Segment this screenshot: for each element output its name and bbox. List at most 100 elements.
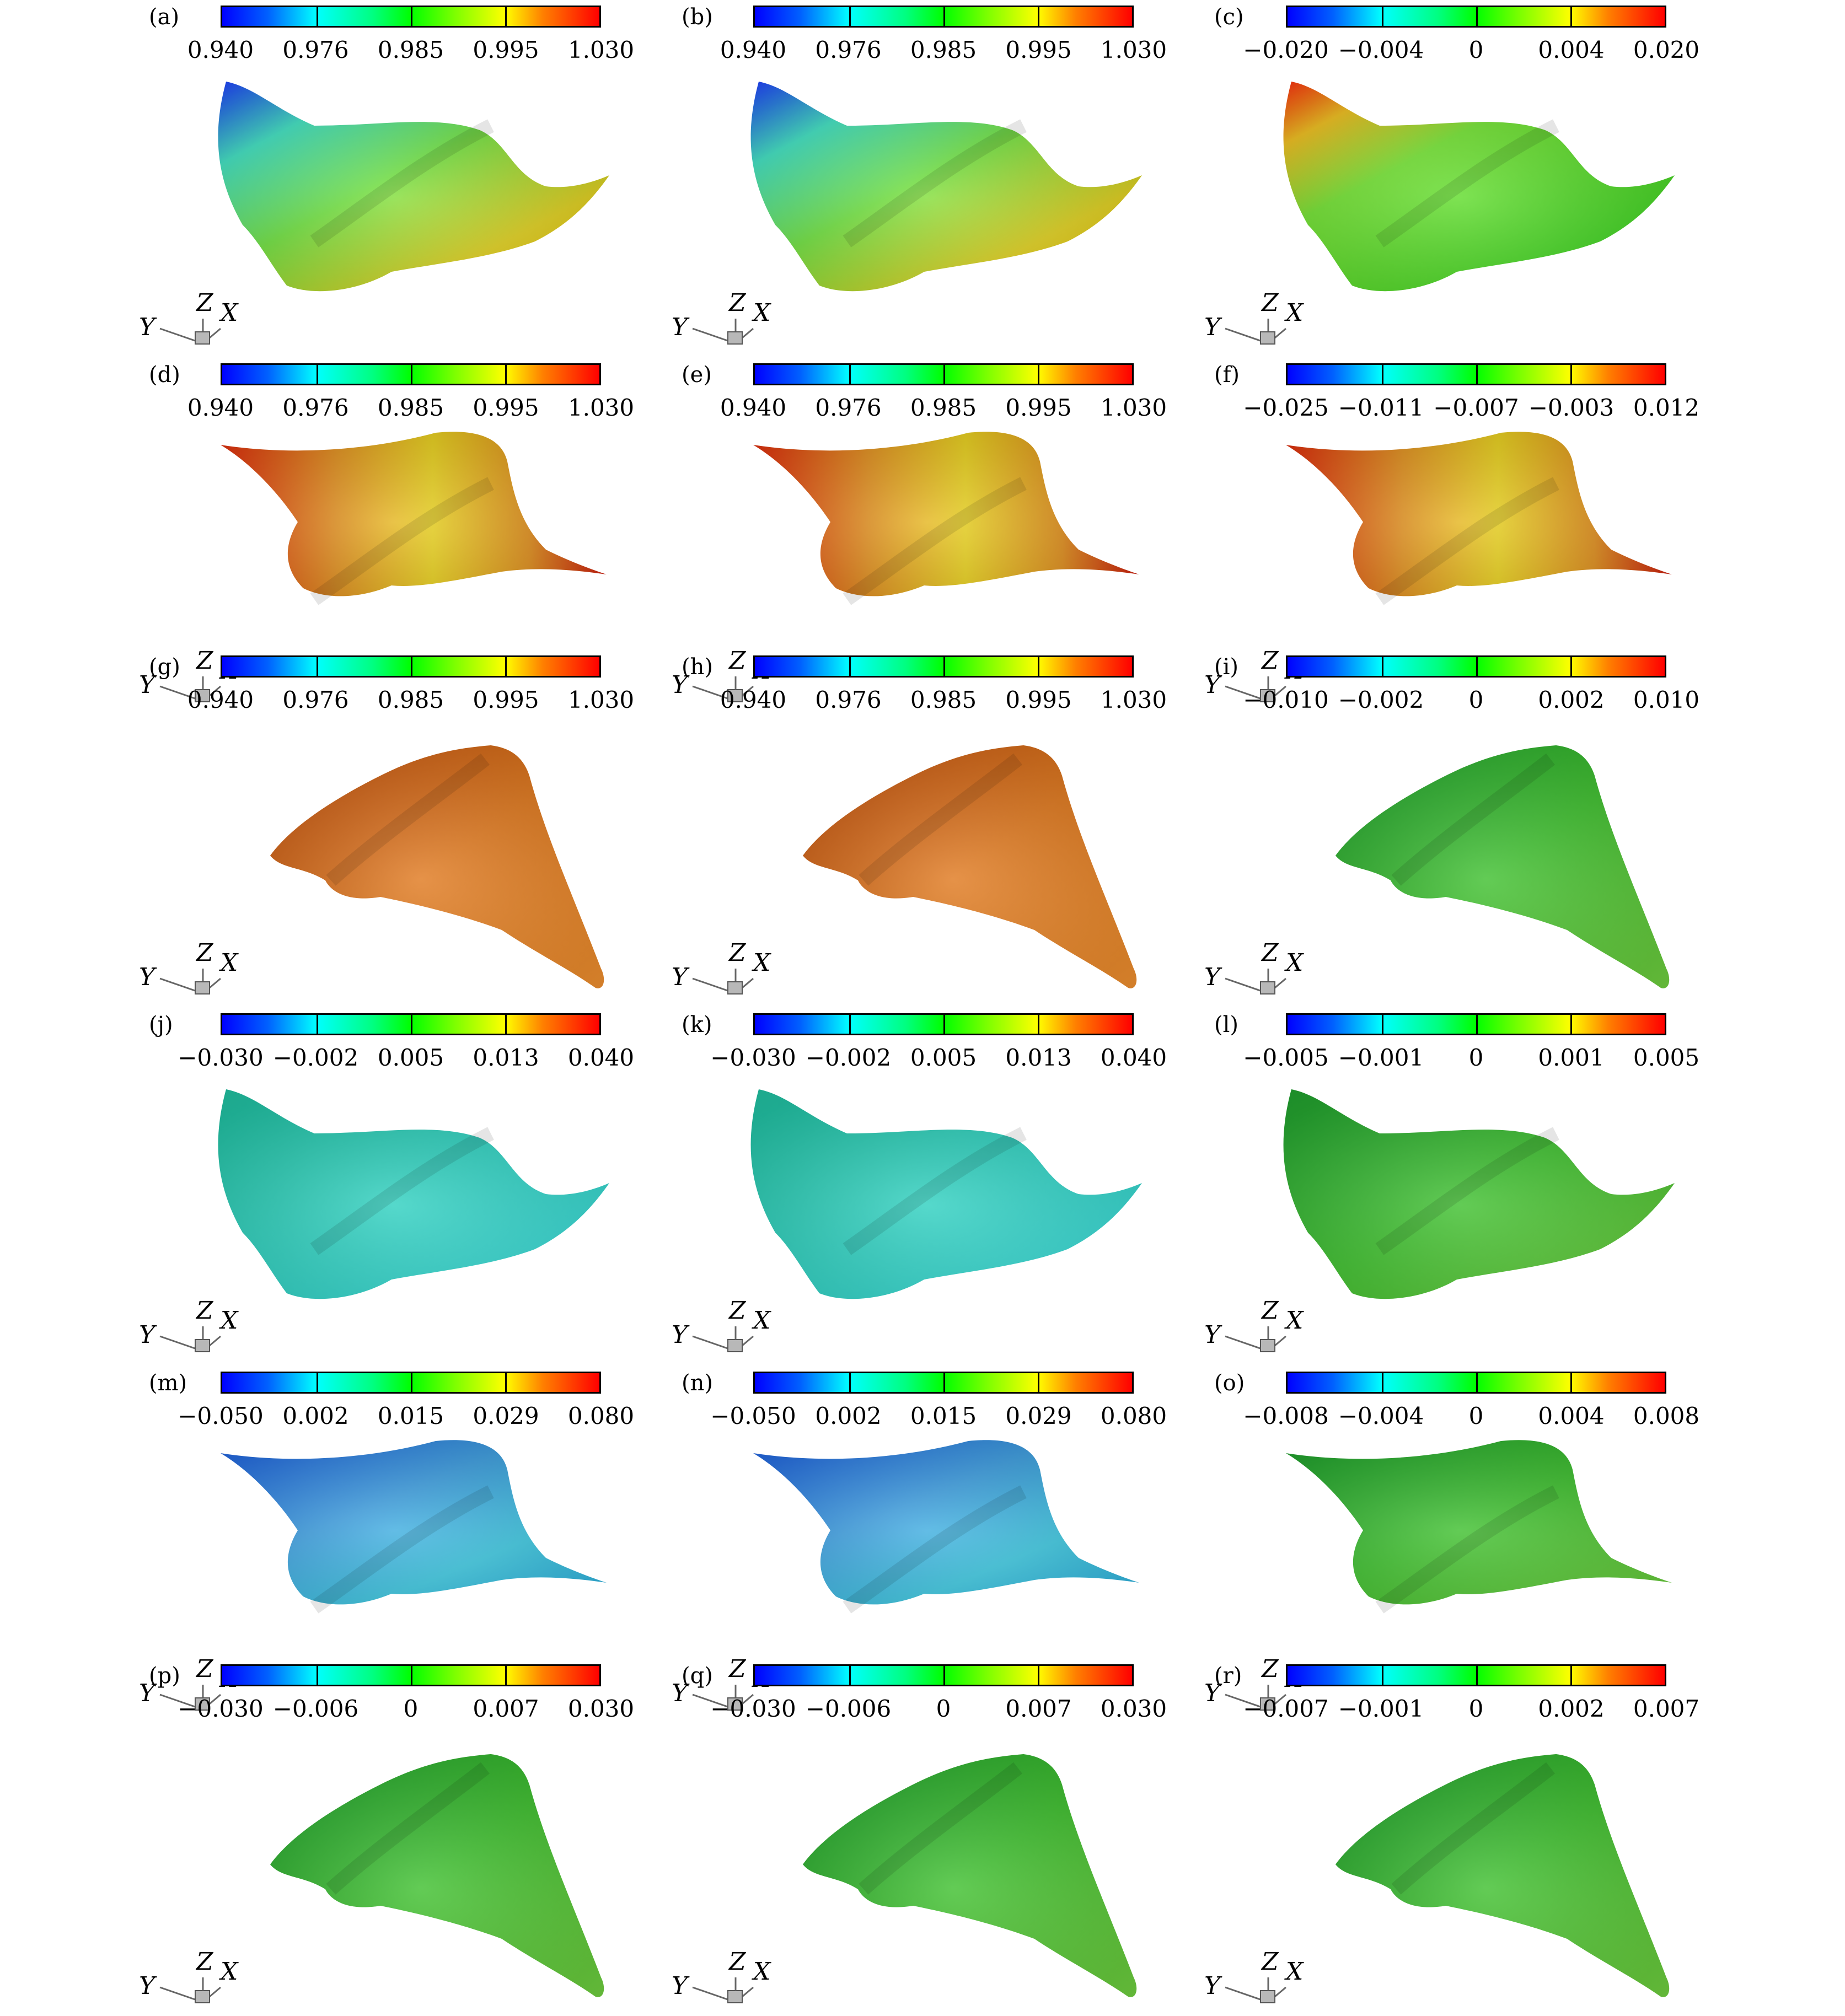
colorbar-tick-label: 0.995 xyxy=(473,394,539,421)
colorbar-tick-label: 0.004 xyxy=(1538,36,1605,63)
colorbar-tick-label: 1.030 xyxy=(567,36,635,63)
colorbar-tick-label: 0.013 xyxy=(473,1044,539,1071)
panel-label: (p) xyxy=(149,1663,180,1689)
colorbar-tick-label: 1.030 xyxy=(1100,394,1167,421)
colorbar-tick-label: −0.030 xyxy=(710,1695,796,1722)
z-axis-label: Z xyxy=(1261,1655,1279,1683)
colorbar-tick-label: 0.029 xyxy=(1005,1402,1072,1429)
z-axis-label: Z xyxy=(1261,289,1279,317)
colorbar-tick xyxy=(943,1666,945,1685)
panel-label: (d) xyxy=(149,362,180,388)
figure-panel: (p) −0.030 −0.006 0 0.007 0.030 Y Z X xyxy=(139,1663,689,2016)
z-axis-label: Z xyxy=(195,939,214,967)
x-axis-label: X xyxy=(752,299,771,327)
colorbar-tick xyxy=(1570,1666,1572,1685)
colorbar-tick-label: 0 xyxy=(1468,1402,1484,1429)
colorbar-tick-label: 0.995 xyxy=(473,686,539,713)
colorbar-tick-label: 0.940 xyxy=(187,686,254,713)
colorbar-tick xyxy=(943,1015,945,1034)
colorbar-tick xyxy=(1038,1666,1039,1685)
colorbar-tick xyxy=(505,1373,507,1392)
colorbar-tick xyxy=(411,1373,412,1392)
colorbar-tick-label: 0 xyxy=(403,1695,419,1722)
figure-panel: (b) 0.940 0.976 0.985 0.995 1.030 Y Z X xyxy=(672,4,1222,357)
colorbar-tick-label: −0.020 xyxy=(1243,36,1329,63)
manta-surface-plot xyxy=(753,432,1139,605)
panel-label: (i) xyxy=(1214,654,1239,680)
axis-cube xyxy=(195,689,210,702)
manta-surface-plot xyxy=(1283,1089,1675,1299)
colorbar-tick-labels: −0.030 −0.002 0.005 0.013 0.040 xyxy=(710,1044,1167,1071)
colorbar-tick xyxy=(1382,7,1383,26)
colorbar-tick xyxy=(317,657,318,676)
colorbar-tick-label: −0.001 xyxy=(1338,1695,1424,1722)
y-axis-label: Y xyxy=(1204,1972,1222,2000)
colorbar-tick-label: 0.976 xyxy=(282,394,349,421)
colorbar-tick-label: −0.030 xyxy=(178,1044,264,1071)
body-ridge xyxy=(326,753,490,886)
x-axis-label: X xyxy=(219,1958,239,1986)
manta-surface-plot xyxy=(218,82,609,292)
colorbar-tick-labels: 0.940 0.976 0.985 0.995 1.030 xyxy=(720,686,1167,713)
manta-surface-plot xyxy=(750,1089,1142,1299)
figure-panel: (h) 0.940 0.976 0.985 0.995 1.030 Y Z X xyxy=(672,654,1222,1007)
manta-surface-plot xyxy=(1286,1440,1672,1614)
y-axis-label: Y xyxy=(139,1679,157,1707)
colorbar-tick-label: 0.020 xyxy=(1633,36,1700,63)
z-axis-label: Z xyxy=(195,1948,214,1976)
manta-surface-plot xyxy=(1336,745,1670,988)
colorbar-tick-label: 0.976 xyxy=(815,394,882,421)
colorbar-tick-label: 1.030 xyxy=(1100,686,1167,713)
colorbar-tick-label: 1.030 xyxy=(567,686,635,713)
colorbar-tick-label: −0.010 xyxy=(1243,686,1329,713)
colorbar-tick xyxy=(1570,365,1572,384)
colorbar-tick-label: 0.080 xyxy=(567,1402,635,1429)
colorbar-tick xyxy=(505,365,507,384)
axis-cube xyxy=(195,1697,210,1711)
colorbar-tick-label: −0.004 xyxy=(1338,36,1424,63)
colorbar xyxy=(753,6,1134,28)
axis-cube xyxy=(1260,1339,1275,1352)
colorbar-tick xyxy=(317,1015,318,1034)
colorbar-tick xyxy=(505,1015,507,1034)
body-ridge xyxy=(1375,119,1559,248)
colorbar-tick-label: 0.940 xyxy=(720,394,787,421)
manta-shading xyxy=(750,1089,1142,1299)
y-axis-label: Y xyxy=(672,1679,690,1707)
manta-shading xyxy=(1336,745,1670,988)
colorbar-tick-label: −0.006 xyxy=(272,1695,359,1722)
axis-cube xyxy=(1260,1990,1275,2003)
colorbar-tick-label: 0.029 xyxy=(473,1402,539,1429)
colorbar-tick xyxy=(1570,1015,1572,1034)
colorbar-tick-label: −0.050 xyxy=(710,1402,796,1429)
colorbar-tick-label: −0.030 xyxy=(710,1044,796,1071)
figure-panel: (g) 0.940 0.976 0.985 0.995 1.030 Y Z X xyxy=(139,654,689,1007)
colorbar-tick-label: 0.985 xyxy=(910,36,977,63)
colorbar-tick xyxy=(1476,657,1478,676)
x-axis-label: X xyxy=(752,949,771,977)
colorbar-tick xyxy=(505,1666,507,1685)
colorbar-tick-label: 0 xyxy=(1468,36,1484,63)
x-axis-label: X xyxy=(1284,949,1304,977)
colorbar-tick-label: 0.010 xyxy=(1633,686,1700,713)
y-axis-label: Y xyxy=(672,313,690,341)
colorbar-tick xyxy=(1038,1015,1039,1034)
colorbar-tick-label: −0.007 xyxy=(1243,1695,1329,1722)
colorbar-tick-label: 0.995 xyxy=(1005,36,1072,63)
colorbar-tick-label: −0.008 xyxy=(1243,1402,1329,1429)
manta-surface-plot xyxy=(270,1754,604,1997)
y-axis-label: Y xyxy=(1204,671,1222,699)
colorbar-tick xyxy=(411,657,412,676)
body-ridge xyxy=(859,1762,1022,1895)
colorbar-tick-label: 0 xyxy=(1468,686,1484,713)
colorbar-tick-label: 0.002 xyxy=(815,1402,882,1429)
